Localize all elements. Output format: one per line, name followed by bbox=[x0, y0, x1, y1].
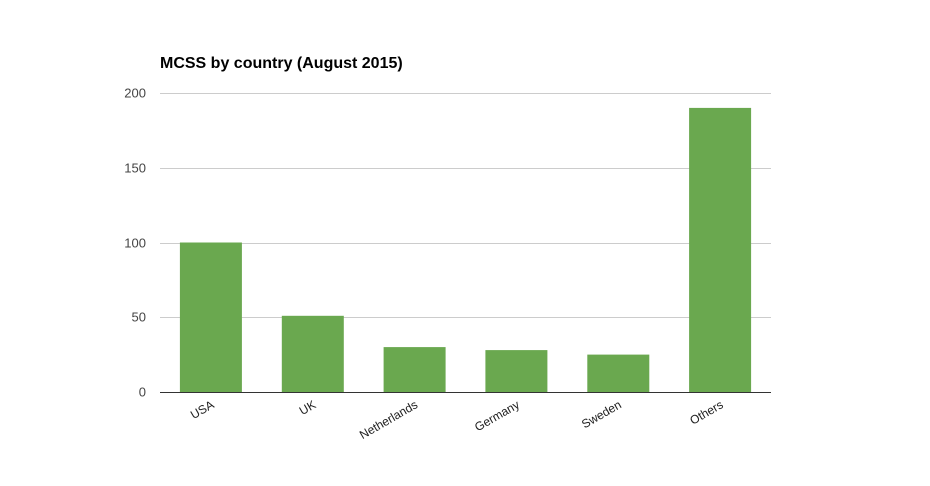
x-tick-label: Others bbox=[687, 397, 725, 427]
x-tick-label: Sweden bbox=[579, 397, 624, 431]
chart-title: MCSS by country (August 2015) bbox=[160, 55, 403, 72]
y-tick-label: 0 bbox=[139, 385, 146, 400]
x-tick-label: Netherlands bbox=[357, 397, 420, 441]
y-tick-label: 150 bbox=[124, 161, 146, 176]
bar-netherlands bbox=[383, 347, 446, 392]
x-axis-ticks: USA UK Netherlands Germany Sweden Others bbox=[188, 397, 726, 441]
x-tick-label: USA bbox=[188, 397, 216, 421]
bars bbox=[179, 107, 752, 393]
gridlines bbox=[160, 93, 771, 318]
bar-uk bbox=[281, 315, 344, 392]
bar-germany bbox=[485, 350, 548, 392]
y-tick-label: 200 bbox=[124, 86, 146, 101]
x-tick-label: Germany bbox=[472, 397, 522, 434]
y-tick-label: 100 bbox=[124, 236, 146, 251]
y-axis-ticks: 200 150 100 50 0 bbox=[124, 86, 146, 400]
bar-usa bbox=[179, 242, 242, 392]
bar-sweden bbox=[587, 354, 650, 392]
y-tick-label: 50 bbox=[132, 310, 146, 325]
bar-others bbox=[689, 107, 752, 393]
x-tick-label: UK bbox=[297, 397, 318, 417]
